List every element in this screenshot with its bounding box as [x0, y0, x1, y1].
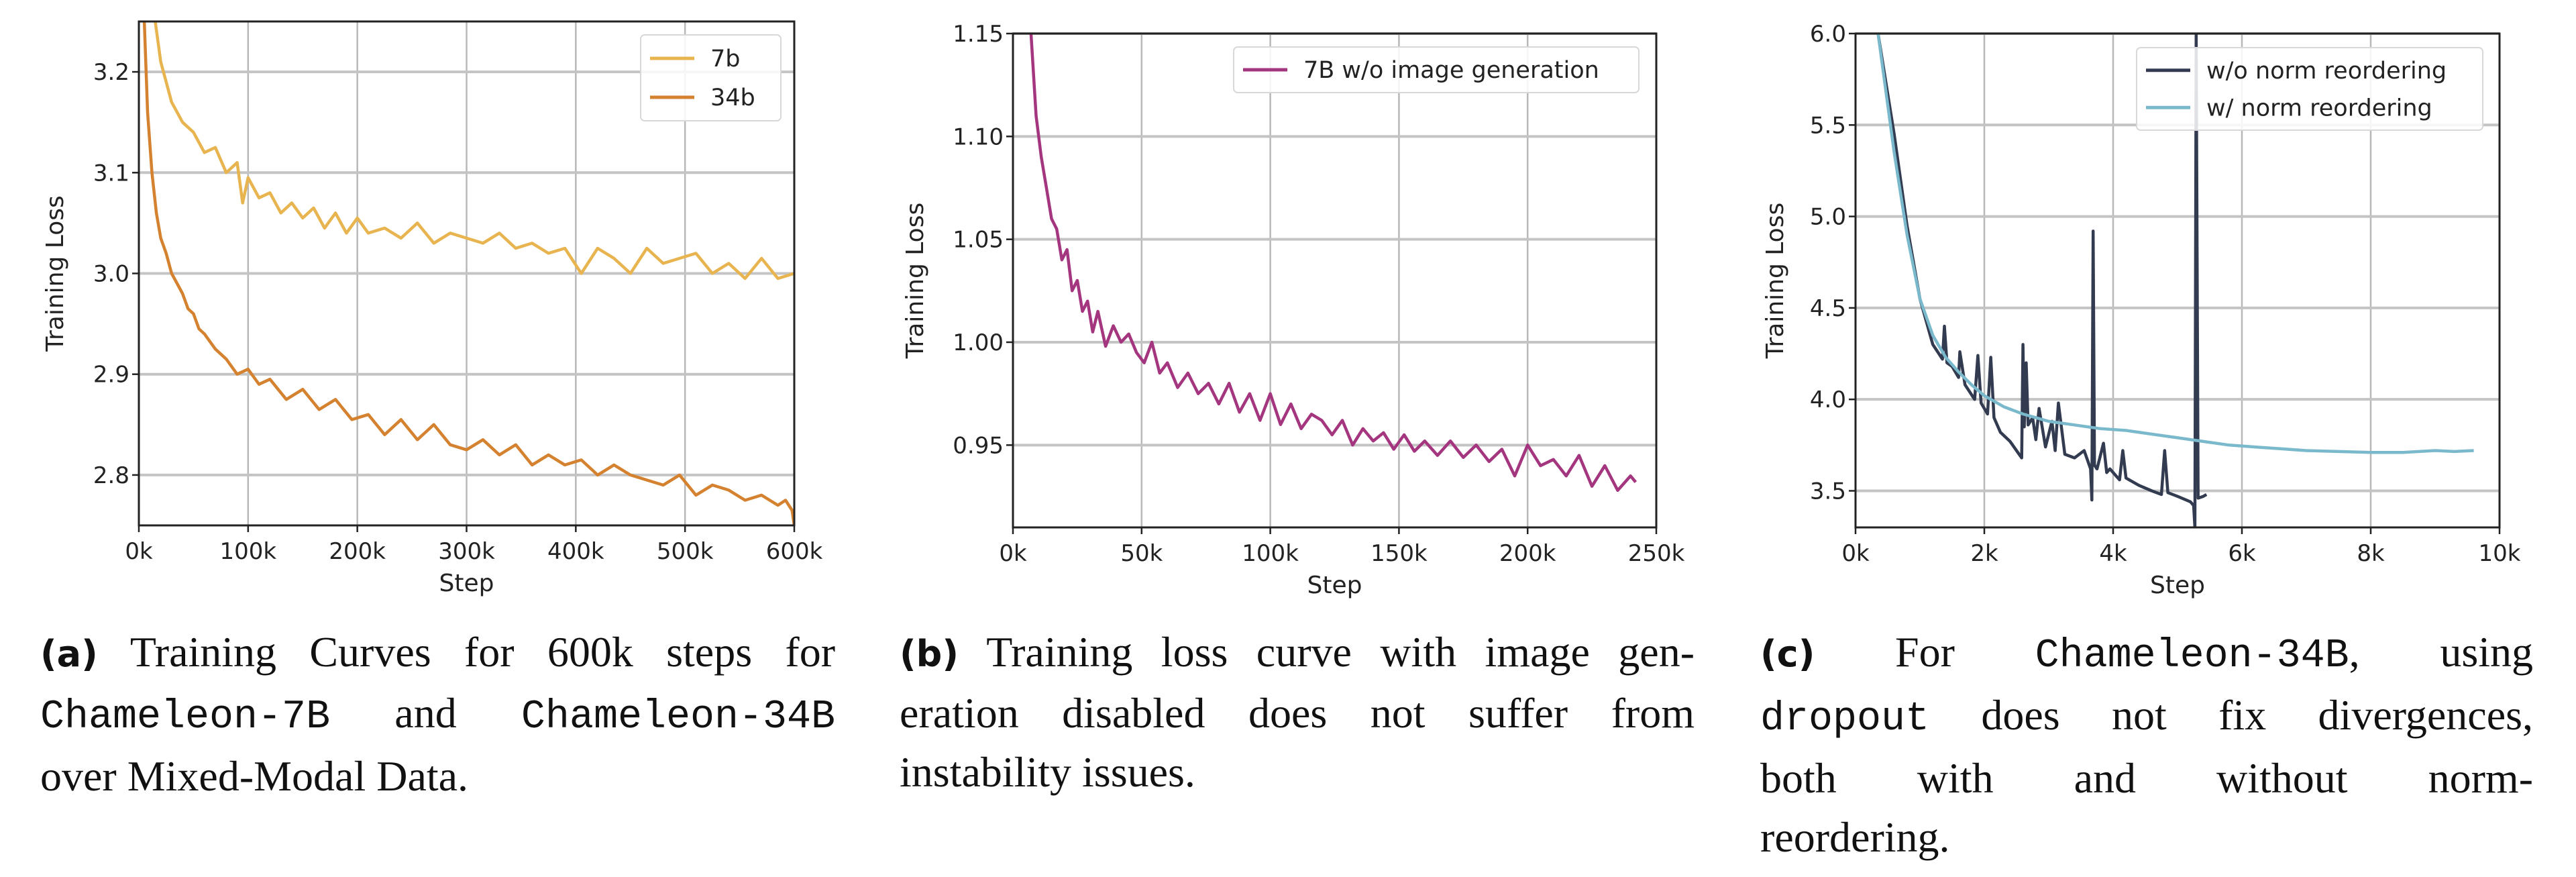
y-tick-label: 2.9 [93, 362, 129, 389]
legend-box [1233, 46, 1640, 93]
caption-c: (c) For Chameleon-34B, using dropout does… [1760, 623, 2533, 867]
plot-frame [1012, 32, 1658, 529]
subfigure-label: (b) [900, 633, 959, 675]
legend-entry: 7b [710, 46, 741, 72]
code-term: Chameleon-34B [521, 694, 835, 740]
y-tick-label: 1.05 [953, 227, 1004, 254]
caption-b: (b) Training loss curve with image gen-e… [900, 623, 1695, 802]
legend-entry: w/o norm reordering [2206, 58, 2447, 85]
x-tick-label: 500k [657, 538, 714, 565]
caption-text: reordering. [1760, 813, 1950, 861]
x-tick-label: 0k [999, 540, 1027, 567]
caption-line: Chameleon-7B and Chameleon-34B [40, 684, 835, 747]
subfigure-label: (a) [40, 633, 98, 675]
caption-text: does not fix divergences, [1929, 691, 2533, 739]
x-tick-label: 600k [766, 538, 823, 565]
series-line-w-norm-reordering [1876, 34, 2474, 454]
caption-a: (a) Training Curves for 600k steps for Ch… [40, 623, 835, 806]
y-tick-label: 5.5 [1810, 112, 1846, 139]
legend-entry: w/ norm reordering [2206, 95, 2432, 121]
caption-line: instability issues. [900, 743, 1695, 802]
y-tick-label: 1.15 [953, 21, 1004, 48]
y-tick-label: 4.5 [1810, 295, 1846, 322]
x-tick-label: 250k [1628, 540, 1685, 567]
x-tick-label: 6k [2228, 540, 2256, 567]
caption-text: For [1815, 628, 2035, 676]
chart-c: 0k 2k 4k 6k 8k 10k 3.5 4.0 4.5 5.0 5.5 6.0 Step Train… [1762, 21, 2521, 599]
x-tick-label: 8k [2357, 540, 2385, 567]
y-axis-label: Training Loss [902, 203, 929, 359]
y-tick-label: 2.8 [93, 462, 129, 489]
x-tick-label: 200k [1499, 540, 1556, 567]
y-tick-label: 4.0 [1810, 386, 1846, 413]
legend: w/o norm reordering w/ norm reordering [2136, 47, 2483, 131]
y-tick-label: 3.1 [93, 160, 129, 187]
x-tick-label: 300k [438, 538, 495, 565]
x-tick-label: 400k [547, 538, 604, 565]
x-axis-label: Step [1307, 572, 1362, 599]
caption-text: both with and without norm- [1760, 754, 2533, 802]
caption-text: instability issues. [900, 748, 1195, 796]
caption-text: and [330, 689, 521, 737]
x-tick-label: 100k [1242, 540, 1299, 567]
y-axis-label: Training Loss [1762, 203, 1789, 359]
legend: 7b 34b [640, 34, 782, 121]
plot-frame [138, 20, 796, 527]
plot-frame [1854, 32, 2501, 529]
caption-line: dropout does not fix divergences, [1760, 686, 2533, 749]
caption-line: reordering. [1760, 808, 2533, 867]
caption-line: eration disabled does not suffer from [900, 684, 1695, 743]
code-term: Chameleon-34B [2035, 633, 2349, 679]
y-tick-label: 0.95 [953, 432, 1004, 459]
series-line-7b [154, 21, 794, 280]
code-term: Chameleon-7B [40, 694, 331, 740]
x-axis-label: Step [439, 570, 494, 597]
chart-a: 0k 100k 200k 300k 400k 500k 600k 2.8 2.9 3.0 3.1 3.… [42, 20, 823, 597]
y-tick-label: 3.2 [93, 59, 129, 86]
y-tick-label: 1.10 [953, 123, 1004, 150]
caption-text: Training loss curve with image gen- [959, 628, 1695, 676]
caption-line: (a) Training Curves for 600k steps for [40, 623, 835, 684]
legend-box [2136, 47, 2483, 131]
caption-text: Training Curves for 600k steps for [97, 628, 835, 676]
x-tick-label: 2k [1970, 540, 1998, 567]
subfigure-label: (c) [1760, 633, 1815, 675]
x-tick-label: 0k [1841, 540, 1870, 567]
y-tick-label: 3.0 [93, 261, 129, 288]
x-tick-label: 10k [2479, 540, 2521, 567]
series-line-7b-w-o-image-generation [1029, 34, 1638, 493]
legend: 7B w/o image generation [1233, 46, 1640, 93]
code-term: dropout [1760, 697, 1930, 742]
legend-entry: 34b [710, 85, 755, 111]
legend-box [640, 34, 782, 121]
y-axis-label: Training Loss [42, 195, 69, 352]
y-tick-label: 3.5 [1810, 478, 1846, 505]
x-tick-label: 0k [125, 538, 153, 565]
y-tick-label: 5.0 [1810, 204, 1846, 231]
series-line-34b [142, 21, 794, 525]
caption-text: , using [2349, 628, 2534, 676]
y-tick-label: 6.0 [1810, 21, 1846, 48]
x-axis-label: Step [2150, 572, 2205, 599]
legend-entry: 7B w/o image generation [1303, 57, 1599, 84]
chart-b: 0k 50k 100k 150k 200k 250k 0.95 1.00 1.05 1.10 1.1… [902, 21, 1685, 599]
x-tick-label: 100k [220, 538, 277, 565]
caption-line: over Mixed-Modal Data. [40, 747, 835, 806]
y-tick-label: 1.00 [953, 329, 1004, 356]
caption-text: eration disabled does not suffer from [900, 689, 1695, 737]
caption-line: (c) For Chameleon-34B, using [1760, 623, 2533, 686]
x-tick-label: 200k [329, 538, 386, 565]
caption-text: over Mixed-Modal Data. [40, 752, 469, 800]
caption-line: both with and without norm- [1760, 749, 2533, 808]
x-tick-label: 50k [1120, 540, 1163, 567]
caption-line: (b) Training loss curve with image gen- [900, 623, 1695, 684]
x-tick-label: 4k [2099, 540, 2127, 567]
x-tick-label: 150k [1371, 540, 1428, 567]
